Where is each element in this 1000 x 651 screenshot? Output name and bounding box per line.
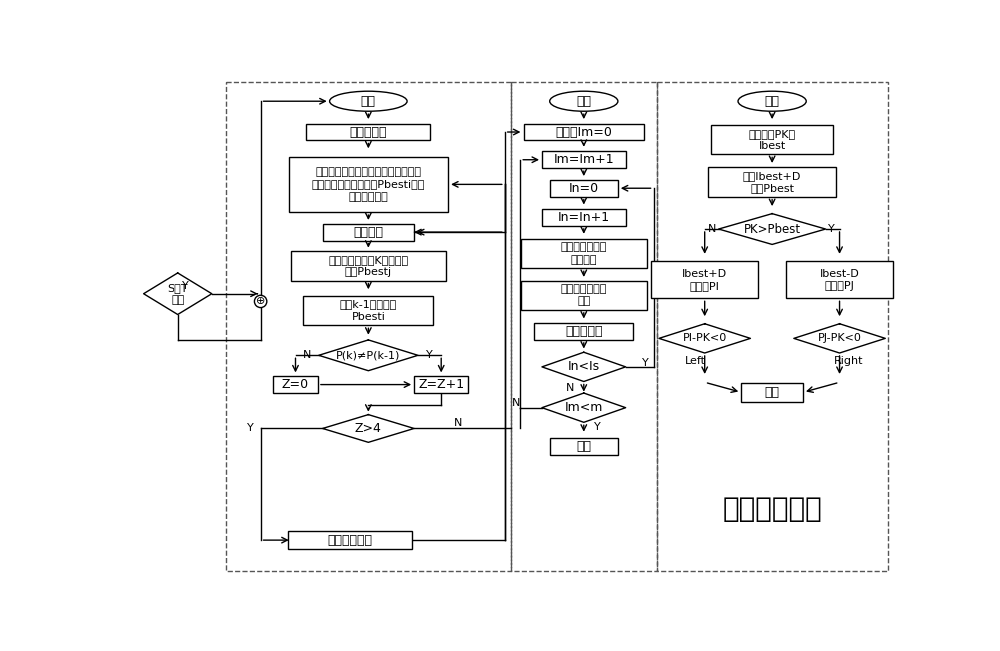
Text: N: N [454,418,462,428]
Text: N: N [566,383,574,393]
Polygon shape [319,340,418,370]
Polygon shape [323,415,414,442]
Bar [711,125,833,154]
Text: N: N [708,224,717,234]
Bar [306,124,430,141]
Text: 结束: 结束 [576,439,591,452]
Bar [289,157,448,212]
Ellipse shape [738,91,806,111]
Bar [273,376,318,393]
Text: 结束: 结束 [765,386,780,399]
Bar [542,209,626,226]
Polygon shape [719,214,826,244]
Text: In<Is: In<Is [568,361,600,374]
Bar [291,251,446,281]
Text: In=In+1: In=In+1 [558,211,610,224]
Text: 计算各个随机蛙对应的适应度值（功
率值），记录最优个体Pbesti并降
序排列最适值: 计算各个随机蛙对应的适应度值（功 率值），记录最优个体Pbesti并降 序排列最… [312,167,425,202]
Text: 记录更新后的第K代最优蛙
个体Pbestj: 记录更新后的第K代最优蛙 个体Pbestj [328,255,408,277]
Text: S、T
变化: S、T 变化 [167,283,188,305]
Text: ⊕: ⊕ [256,296,265,307]
Text: Y: Y [828,224,835,234]
Text: 根据Ibest+D
求出Pbest: 根据Ibest+D 求出Pbest [743,171,801,193]
Text: 初始化种群: 初始化种群 [350,126,387,139]
Bar [524,124,644,141]
Bar [550,437,618,454]
Text: PK>Pbest: PK>Pbest [744,223,801,236]
Bar [741,383,803,402]
Polygon shape [542,352,626,381]
Bar [657,82,888,571]
Bar [303,296,433,326]
Text: N: N [511,398,520,408]
Text: Y: Y [182,281,189,291]
Polygon shape [144,273,212,314]
Text: Z=Z+1: Z=Z+1 [418,378,464,391]
Bar [550,180,618,197]
Text: PI-PK<0: PI-PK<0 [683,333,727,343]
Text: N: N [303,350,311,360]
Text: 局部精度提升: 局部精度提升 [722,495,822,523]
Bar [534,323,633,340]
Bar [414,376,468,393]
Bar [542,151,626,168]
Text: 青蛙位置与速度
更新: 青蛙位置与速度 更新 [561,284,607,307]
Bar [323,224,414,241]
Text: Im<m: Im<m [565,401,603,414]
Bar [708,167,836,197]
Ellipse shape [550,91,618,111]
Text: Im=Im+1: Im=Im+1 [553,153,614,166]
Text: 确定族群最优解
和最差解: 确定族群最优解 和最差解 [561,242,607,265]
Text: 开始: 开始 [361,94,376,107]
Polygon shape [542,393,626,422]
Text: 开始: 开始 [765,94,780,107]
Text: Y: Y [642,358,649,368]
Text: 开始: 开始 [576,94,591,107]
Text: P(k)≠P(k-1): P(k)≠P(k-1) [336,350,401,360]
Text: Z>4: Z>4 [355,422,382,435]
Ellipse shape [330,91,407,111]
Text: Y: Y [247,423,254,434]
Bar [511,82,657,571]
Text: Ibest+D
并求出PI: Ibest+D 并求出PI [682,269,727,291]
Bar [521,239,647,268]
Text: 记录最优PK和
Ibest: 记录最优PK和 Ibest [749,128,796,151]
Text: Left: Left [685,357,706,367]
Text: Right: Right [834,357,864,367]
Bar [651,262,758,298]
Text: 更新最差蛙: 更新最差蛙 [565,325,603,338]
Bar [288,531,412,549]
Text: In=0: In=0 [569,182,599,195]
Polygon shape [659,324,750,353]
Text: PJ-PK<0: PJ-PK<0 [818,333,861,343]
Bar [521,281,647,310]
Text: Y: Y [426,350,433,360]
Bar [226,82,511,571]
Text: 初始化Im=0: 初始化Im=0 [555,126,612,139]
Text: Y: Y [594,422,601,432]
Text: Ibest-D
并求出PJ: Ibest-D 并求出PJ [820,269,859,291]
Polygon shape [794,324,885,353]
Text: 局部精度提升: 局部精度提升 [327,534,372,547]
Text: 记录k-1代最优值
Pbesti: 记录k-1代最优值 Pbesti [340,299,397,322]
Text: 局部搜索: 局部搜索 [353,226,383,239]
Text: Z=0: Z=0 [282,378,309,391]
Bar [786,262,893,298]
